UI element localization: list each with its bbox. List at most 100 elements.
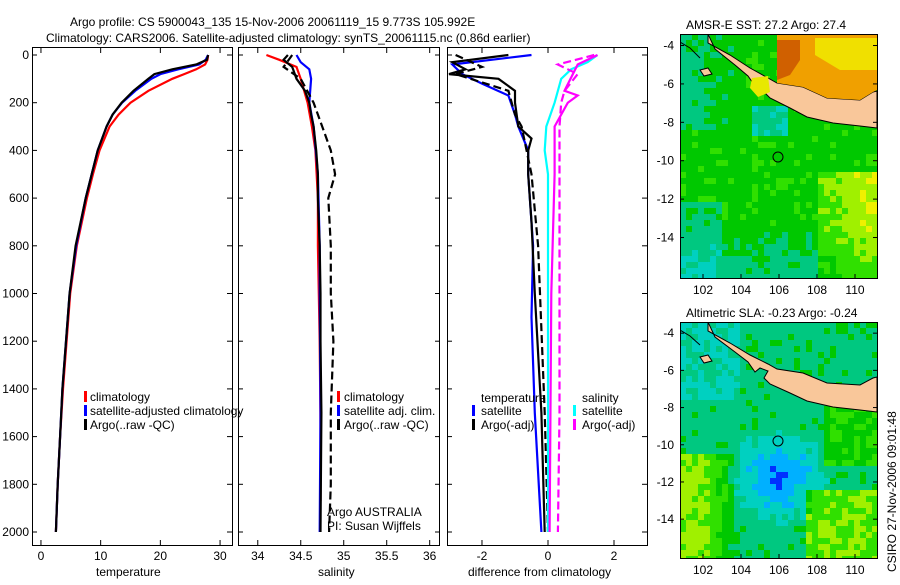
map-cell [770, 118, 777, 125]
map-cell [812, 142, 819, 149]
map-cell [704, 430, 711, 437]
map-cell [806, 514, 813, 521]
x-tick-label: 30 [213, 549, 227, 563]
map-cell [752, 238, 759, 245]
map-cell [866, 538, 873, 545]
lon-tick-label: 108 [807, 283, 827, 297]
map-cell [860, 544, 867, 551]
map-cell [710, 430, 717, 437]
map-cell [812, 358, 819, 365]
map-cell [812, 196, 819, 203]
map-cell [866, 256, 873, 263]
map-cell [692, 226, 699, 233]
map-cell [698, 322, 705, 329]
map-cell [794, 448, 801, 455]
map-cell [866, 556, 873, 558]
map-cell [782, 268, 789, 275]
map-cell [818, 244, 825, 251]
map-cell [710, 508, 717, 515]
map-cell [848, 556, 855, 558]
map-cell [734, 370, 741, 377]
map-cell [866, 232, 873, 239]
map-cell [812, 436, 819, 443]
map-cell [746, 478, 753, 485]
map-cell [728, 76, 735, 83]
map-cell [782, 460, 789, 467]
map-cell [854, 226, 861, 233]
map-cell [734, 442, 741, 449]
map-cell [686, 508, 693, 515]
map-cell [710, 466, 717, 473]
map-cell [740, 142, 747, 149]
map-cell [722, 136, 729, 143]
map-cell [866, 346, 873, 353]
map-cell [794, 442, 801, 449]
island [699, 67, 713, 77]
map-cell [704, 388, 711, 395]
map-cell [734, 502, 741, 509]
map-cell [872, 490, 877, 497]
map-cell [866, 130, 873, 137]
map-cell [788, 460, 795, 467]
map-cell [782, 232, 789, 239]
map-cell [806, 220, 813, 227]
map-cell [758, 490, 765, 497]
map-cell [824, 424, 831, 431]
map-cell [770, 100, 777, 107]
map-cell [686, 100, 693, 107]
map-cell [716, 178, 723, 185]
map-cell [866, 508, 873, 515]
map-cell [842, 550, 849, 557]
map-cell [872, 550, 877, 557]
map-cell [698, 454, 705, 461]
map-cell [746, 232, 753, 239]
map-cell [758, 472, 765, 479]
map-cell [710, 184, 717, 191]
map-cell [698, 538, 705, 545]
map-cell [836, 166, 843, 173]
map-cell [860, 208, 867, 215]
map-cell [746, 430, 753, 437]
map-cell [752, 160, 759, 167]
map-cell [848, 502, 855, 509]
map-cell [746, 148, 753, 155]
map-cell [848, 238, 855, 245]
map-cell [872, 148, 877, 155]
map-cell [770, 106, 777, 113]
map-cell [710, 148, 717, 155]
map-cell [722, 274, 729, 278]
map-cell [710, 244, 717, 251]
map-cell [722, 412, 729, 419]
map-cell [758, 52, 765, 59]
map-cell [866, 412, 873, 419]
map-cell [716, 52, 723, 59]
map-cell [734, 70, 741, 77]
map-cell [848, 448, 855, 455]
map-cell [794, 184, 801, 191]
map-cell [830, 166, 837, 173]
map-cell [704, 346, 711, 353]
map-cell [854, 514, 861, 521]
map-cell [860, 154, 867, 161]
map-cell [824, 364, 831, 371]
map-cell [806, 412, 813, 419]
map-cell [734, 34, 741, 41]
map-cell [800, 148, 807, 155]
map-cell [680, 334, 687, 341]
map-cell [800, 460, 807, 467]
map-cell [692, 538, 699, 545]
map-cell [836, 154, 843, 161]
map-cell [812, 412, 819, 419]
map-cell [764, 418, 771, 425]
map-cell [758, 70, 765, 77]
map-cell [740, 472, 747, 479]
map-cell [782, 226, 789, 233]
map-cell [800, 526, 807, 533]
map-cell [782, 238, 789, 245]
map-cell [680, 82, 687, 89]
map-cell [800, 502, 807, 509]
map-cell [776, 340, 783, 347]
map-cell [776, 418, 783, 425]
map-cell [716, 256, 723, 263]
map-cell [728, 460, 735, 467]
